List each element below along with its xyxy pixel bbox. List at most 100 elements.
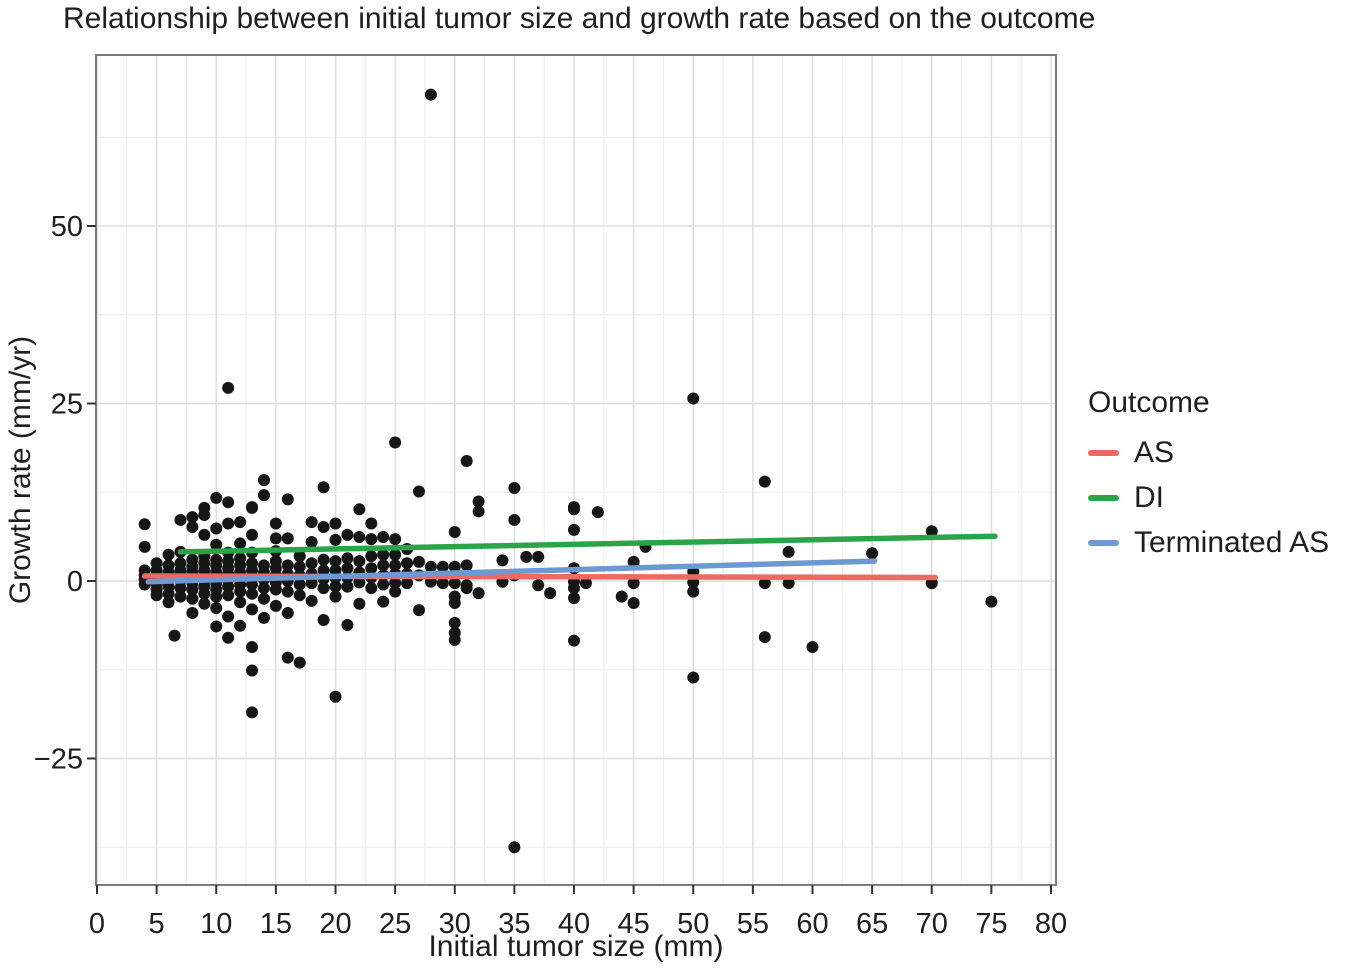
data-point xyxy=(246,587,259,600)
data-point xyxy=(210,601,223,614)
x-tick-label: 20 xyxy=(319,908,351,940)
data-point xyxy=(174,582,187,595)
data-point xyxy=(305,516,318,529)
data-point xyxy=(508,841,521,854)
y-tick-label: 25 xyxy=(51,389,83,421)
data-point xyxy=(246,664,259,677)
data-point xyxy=(293,589,306,602)
y-tick-label: −25 xyxy=(34,744,83,776)
data-point xyxy=(436,577,449,590)
data-point xyxy=(210,522,223,535)
data-point xyxy=(234,516,247,529)
data-point xyxy=(377,559,390,572)
data-point xyxy=(257,582,270,595)
data-point xyxy=(866,547,879,560)
data-point xyxy=(448,577,461,590)
data-point xyxy=(162,587,175,600)
data-point xyxy=(174,513,187,526)
data-point xyxy=(389,436,402,449)
data-point xyxy=(591,506,604,519)
data-point xyxy=(401,577,414,590)
data-point xyxy=(758,475,771,488)
data-point xyxy=(222,589,235,602)
data-point xyxy=(150,589,163,602)
data-point xyxy=(317,614,330,627)
data-point xyxy=(186,521,199,534)
data-point xyxy=(508,513,521,526)
data-point xyxy=(460,559,473,572)
data-point xyxy=(257,474,270,487)
data-point xyxy=(210,538,223,551)
data-point xyxy=(246,528,259,541)
data-point xyxy=(460,582,473,595)
data-point xyxy=(329,590,342,603)
data-point xyxy=(353,597,366,610)
y-axis-title: Growth rate (mm/yr) xyxy=(4,336,37,604)
x-tick-label: 80 xyxy=(1035,908,1067,940)
x-tick-label: 40 xyxy=(558,908,590,940)
data-point xyxy=(496,554,509,567)
data-point xyxy=(210,620,223,633)
x-tick-label: 5 xyxy=(149,908,165,940)
legend-item-terminated-as: Terminated AS xyxy=(1088,520,1329,565)
data-point xyxy=(246,641,259,654)
data-point xyxy=(281,532,294,545)
data-point xyxy=(293,560,306,573)
data-point xyxy=(281,651,294,664)
data-point xyxy=(412,555,425,568)
data-point xyxy=(579,577,592,590)
data-point xyxy=(472,505,485,518)
data-point xyxy=(269,583,282,596)
data-point xyxy=(329,517,342,530)
data-point xyxy=(174,590,187,603)
data-point xyxy=(341,619,354,632)
data-point xyxy=(317,564,330,577)
data-point xyxy=(627,577,640,590)
data-point xyxy=(353,530,366,543)
data-point xyxy=(257,489,270,502)
data-point xyxy=(389,548,402,561)
data-point xyxy=(377,578,390,591)
data-point xyxy=(389,533,402,546)
x-tick-label: 55 xyxy=(737,908,769,940)
data-point xyxy=(782,545,795,558)
legend: Outcome AS DI Terminated AS xyxy=(1088,386,1329,565)
data-point xyxy=(568,592,580,605)
data-point xyxy=(758,577,771,590)
data-point xyxy=(448,526,461,539)
data-point xyxy=(246,706,259,719)
x-tick-label: 45 xyxy=(617,908,649,940)
data-point xyxy=(568,503,580,516)
data-point xyxy=(281,493,294,506)
data-point xyxy=(186,606,199,619)
data-point xyxy=(305,535,318,548)
data-point xyxy=(198,587,211,600)
data-point xyxy=(293,578,306,591)
data-point xyxy=(198,597,211,610)
data-point xyxy=(520,550,533,563)
data-point xyxy=(257,592,270,605)
data-point xyxy=(210,590,223,603)
data-point xyxy=(627,555,640,568)
panel-border xyxy=(95,54,1057,886)
data-point xyxy=(222,517,235,530)
data-point xyxy=(389,585,402,598)
data-point xyxy=(246,603,259,616)
data-point xyxy=(317,481,330,494)
data-point xyxy=(448,616,461,629)
x-tick-label: 15 xyxy=(260,908,292,940)
x-tick-label: 30 xyxy=(439,908,471,940)
trend-line-di xyxy=(177,533,998,555)
data-point xyxy=(162,548,175,561)
data-point xyxy=(627,597,640,610)
data-point xyxy=(281,606,294,619)
data-point xyxy=(508,481,521,494)
y-tick-label: 0 xyxy=(67,566,83,598)
legend-swatch-terminated-as xyxy=(1088,539,1119,546)
x-tick-label: 10 xyxy=(200,908,232,940)
data-point xyxy=(168,629,181,642)
data-point xyxy=(162,596,175,609)
data-point xyxy=(186,511,199,524)
